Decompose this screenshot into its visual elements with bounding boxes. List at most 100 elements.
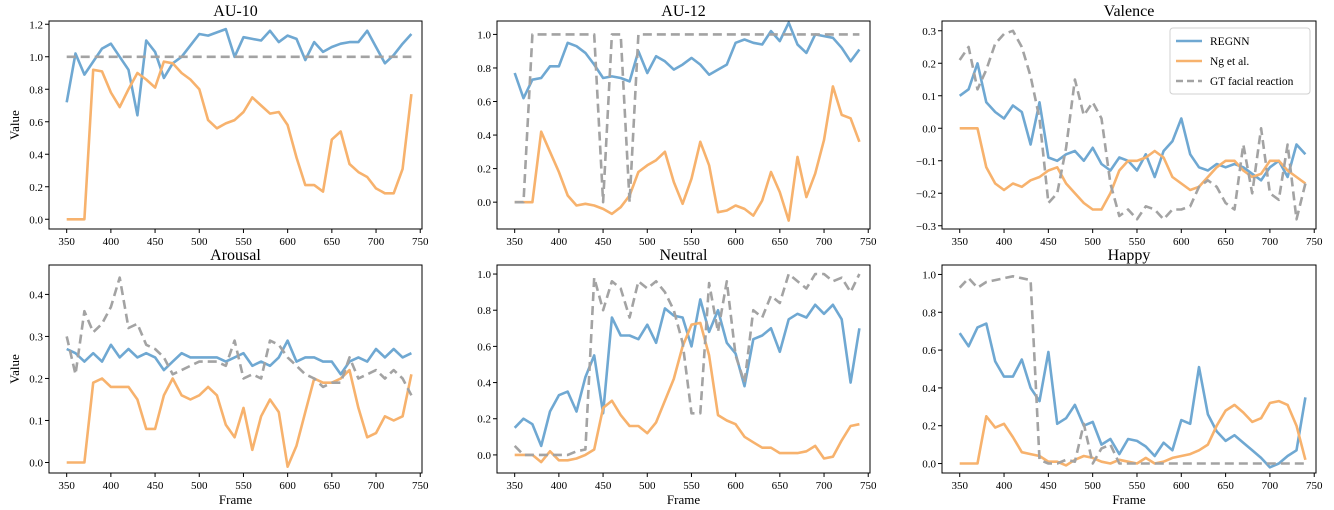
x-tick-label: 600 <box>1173 480 1190 492</box>
x-tick-label: 700 <box>816 480 833 492</box>
x-tick-label: 500 <box>1084 236 1101 248</box>
legend-label: Ng et al. <box>1210 56 1249 68</box>
y-tick-label: 0.0 <box>922 123 936 135</box>
y-tick-label: 0.0 <box>922 459 936 471</box>
plot-frame <box>941 264 1317 474</box>
y-tick-label: 0.3 <box>29 331 43 343</box>
x-tick-label: 650 <box>324 236 341 248</box>
x-tick-label: 700 <box>816 236 833 248</box>
x-tick-label: 650 <box>772 236 789 248</box>
chart-title: Valence <box>1104 3 1155 20</box>
series-line-regnn <box>65 27 413 117</box>
series-line-gt-facial-reaction <box>513 272 861 457</box>
x-tick-label: 600 <box>1173 236 1190 248</box>
x-tick-label: 450 <box>595 236 612 248</box>
x-tick-label: 350 <box>58 480 75 492</box>
x-tick-label: 400 <box>103 480 120 492</box>
x-tick-label: 700 <box>368 236 385 248</box>
series-line-ng-et-al- <box>514 321 860 464</box>
plot-frame <box>48 264 423 474</box>
x-tick-label: 350 <box>951 480 968 492</box>
chart-panel-au-12: 350 400 450 500 550 600 650 700 750 0.0 0.2 0.4 0.6 0… <box>477 3 877 248</box>
x-tick-label: 500 <box>639 236 656 248</box>
y-tick-label: 0.1 <box>29 415 43 427</box>
y-tick-label: 0.8 <box>477 63 491 75</box>
x-tick-label: 350 <box>506 480 523 492</box>
series-line-ng-et-al- <box>959 127 1307 211</box>
x-tick-label: 750 <box>412 480 429 492</box>
x-tick-label: 400 <box>103 236 120 248</box>
y-tick-label: 0.6 <box>477 341 491 353</box>
series-line-gt-facial-reaction <box>65 276 413 396</box>
x-tick-label: 450 <box>1040 236 1057 248</box>
x-tick-label: 450 <box>1040 480 1057 492</box>
x-tick-label: 750 <box>1306 480 1323 492</box>
chart-panel-arousal: 350 400 450 500 550 600 650 700 750 0.0 0.1 0.2 0.3 0… <box>7 247 429 507</box>
x-tick-label: 650 <box>1217 480 1234 492</box>
x-tick-label: 550 <box>683 236 700 248</box>
x-tick-label: 450 <box>147 480 164 492</box>
y-tick-label: 0.8 <box>922 307 936 319</box>
x-axis-label: Frame <box>219 492 252 507</box>
y-axis-label: Value <box>7 354 22 384</box>
legend-box <box>1169 27 1311 95</box>
series-line-ng-et-al- <box>66 368 413 469</box>
x-tick-label: 750 <box>1306 236 1323 248</box>
x-tick-label: 350 <box>58 236 75 248</box>
y-tick-label: 1.0 <box>477 269 491 281</box>
chart-panel-au-10: 350 400 450 500 550 600 650 700 750 0.0 0.2 0.4 0.6 0… <box>7 3 429 248</box>
y-tick-label: 0.2 <box>477 414 491 426</box>
series-line-regnn <box>958 322 1307 469</box>
y-tick-label: 0.3 <box>922 26 936 38</box>
y-tick-label: 0.4 <box>477 378 491 390</box>
series-line-ng-et-al- <box>66 60 413 221</box>
chart-title: AU-12 <box>661 3 705 20</box>
plot-frame <box>496 264 871 474</box>
x-tick-label: 600 <box>727 480 744 492</box>
x-tick-label: 550 <box>235 236 252 248</box>
chart-title: Happy <box>1108 247 1151 264</box>
x-tick-label: 400 <box>996 480 1013 492</box>
y-tick-label: 0.2 <box>922 58 936 70</box>
legend-label: GT facial reaction <box>1210 76 1294 88</box>
x-axis-label: Frame <box>667 492 700 507</box>
series-line-ng-et-al- <box>514 85 861 222</box>
y-tick-label: 1.0 <box>922 269 936 281</box>
x-tick-label: 650 <box>1217 236 1234 248</box>
y-tick-label: 0.4 <box>29 289 43 301</box>
series-line-regnn <box>958 61 1307 182</box>
chart-title: Neutral <box>660 247 709 264</box>
y-tick-label: 0.8 <box>29 84 43 96</box>
y-tick-label: 0.4 <box>922 383 936 395</box>
y-tick-label: 1.0 <box>477 29 491 41</box>
series-line-regnn <box>513 298 861 448</box>
chart-title: Arousal <box>210 247 261 264</box>
y-tick-label: 0.2 <box>29 182 43 194</box>
x-tick-label: 650 <box>324 480 341 492</box>
x-tick-label: 350 <box>951 236 968 248</box>
x-tick-label: 400 <box>996 236 1013 248</box>
x-tick-label: 500 <box>1084 480 1101 492</box>
x-tick-label: 650 <box>772 480 789 492</box>
x-tick-label: 550 <box>1129 480 1146 492</box>
y-tick-label: 0.2 <box>29 373 43 385</box>
y-tick-label: 0.4 <box>29 149 43 161</box>
y-tick-label: 0.4 <box>477 130 491 142</box>
x-tick-label: 500 <box>639 480 656 492</box>
plot-frame <box>48 20 423 230</box>
x-tick-label: 750 <box>860 236 877 248</box>
x-tick-label: 350 <box>506 236 523 248</box>
x-tick-label: 600 <box>279 236 296 248</box>
y-tick-label: 0.6 <box>922 345 936 357</box>
x-tick-label: 600 <box>727 236 744 248</box>
y-tick-label: 0.6 <box>29 117 43 129</box>
x-tick-label: 450 <box>595 480 612 492</box>
x-tick-label: 750 <box>860 480 877 492</box>
x-tick-label: 500 <box>191 480 208 492</box>
x-tick-label: 450 <box>147 236 164 248</box>
y-tick-label: 1.0 <box>29 52 43 64</box>
y-tick-label: −0.1 <box>916 156 936 168</box>
x-tick-label: 550 <box>1129 236 1146 248</box>
y-tick-label: 0.6 <box>477 97 491 109</box>
